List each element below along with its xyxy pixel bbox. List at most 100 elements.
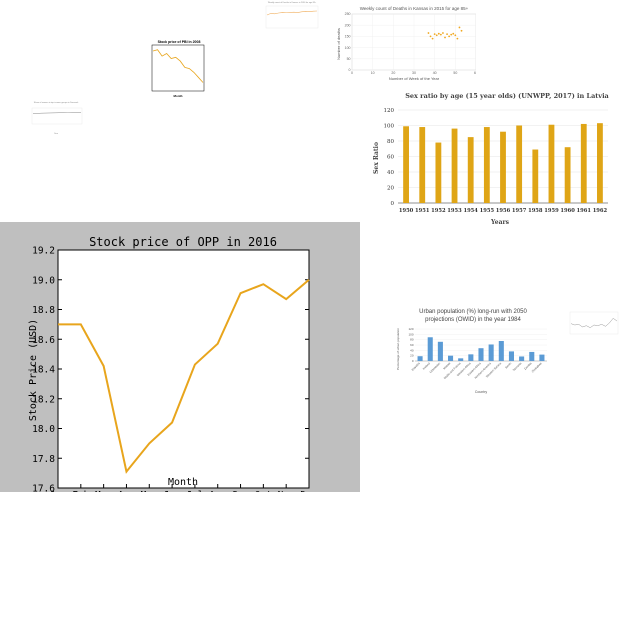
y-tick-label: 0 (349, 68, 351, 72)
bar (448, 355, 454, 361)
x-tick-label: Jun (164, 490, 181, 492)
y-axis-label: Number of deaths (336, 28, 341, 60)
chart-title-line-1: Urban population (%) long-run with 2050 (419, 309, 527, 315)
x-tick-label: Benin (504, 361, 512, 369)
x-tick-label: 50 (453, 71, 457, 75)
x-tick-label: Zambia (523, 361, 533, 371)
y-axis-label: Percentage of urban population (396, 328, 400, 370)
x-tick-label: 1957 (512, 208, 527, 214)
bar (458, 358, 464, 361)
chart-title: Weekly count of Deaths in Kansas in 2015… (360, 6, 469, 11)
scatter-point (444, 36, 446, 39)
bar (564, 147, 571, 203)
pbi-price-line (152, 49, 204, 83)
x-tick-label: Apr (118, 490, 135, 492)
y-tick-label: 18.4 (32, 365, 55, 376)
women-income-thumbnail-chart: Share of women in top income groups in D… (31, 101, 83, 135)
x-tick-label: Nov (278, 490, 295, 492)
y-tick-label: 100 (384, 124, 395, 130)
x-axis-label: Years (490, 219, 510, 226)
y-tick-label: 18.8 (32, 305, 55, 316)
x-tick-label: 1959 (544, 208, 559, 214)
bar (532, 149, 539, 203)
x-tick-label: 1961 (577, 208, 592, 214)
scatter-point (437, 32, 440, 35)
bar (419, 127, 426, 203)
x-tick-label: Feb (72, 490, 89, 492)
bar (437, 341, 443, 361)
y-tick-label: 0 (412, 359, 414, 363)
x-tick-label: Zimbabwe (531, 361, 543, 373)
chart-title-line-2: projections (OWID) in the year 1984 (425, 317, 521, 323)
bar (483, 127, 490, 203)
chart-title: Stock price of PBI in 2008 (158, 40, 201, 44)
bar (451, 128, 458, 203)
y-tick-label: 40 (387, 170, 394, 176)
bar (597, 123, 603, 203)
bar (519, 356, 525, 361)
chart-title: Weekly count of Deaths in Kansas in 2016… (268, 1, 317, 4)
x-tick-label: 1952 (431, 208, 446, 214)
y-tick-label: 150 (345, 35, 351, 39)
bar (548, 124, 555, 203)
x-tick-label: 1950 (399, 208, 414, 214)
x-tick-label: 10 (371, 71, 375, 75)
bar (539, 354, 545, 361)
x-tick-label: 0 (351, 71, 353, 75)
women-share-line (32, 112, 82, 114)
scatter-point (460, 29, 463, 32)
y-tick-label: 80 (410, 338, 414, 342)
bar (516, 125, 523, 203)
chart-title: Share of women in top income groups in D… (34, 101, 78, 104)
y-tick-label: 40 (410, 348, 414, 352)
x-tick-label: Mar (95, 490, 112, 492)
x-tick-label: Malawi (442, 361, 451, 370)
x-tick-label: 40 (433, 71, 437, 75)
opp-price-line (58, 278, 310, 474)
x-axis-label: Year (54, 133, 58, 135)
bar (488, 344, 494, 361)
y-axis-label: Stock Price (USD) (28, 319, 39, 421)
scatter-point (446, 33, 448, 36)
y-tick-label: 17.6 (32, 484, 55, 493)
right-thumbnail-chart (569, 311, 619, 335)
x-tick-label: Jan (49, 490, 66, 492)
scatter-point (442, 32, 444, 34)
chart-title: Sex ratio by age (15 year olds) (UNWPP, … (405, 92, 609, 100)
x-tick-label: Tanzania (512, 361, 523, 372)
bar (580, 123, 587, 203)
x-tick-label: 1951 (415, 208, 430, 214)
x-tick-label: Dec (300, 490, 317, 492)
thumbnail-line (570, 317, 618, 328)
y-tick-label: 18.0 (32, 424, 55, 435)
bar (467, 137, 474, 203)
bar (500, 131, 506, 203)
y-axis-label: Sex Ratio (373, 142, 380, 174)
x-axis-label: Number of Week of the Year (389, 76, 440, 81)
y-tick-label: 120 (384, 108, 395, 114)
scatter-point (456, 37, 459, 40)
x-axis-label: Month (168, 477, 198, 488)
kansas-deaths-scatter-chart: Weekly count of Deaths in Kansas in 2015… (336, 6, 476, 81)
x-tick-label: Oct (255, 490, 272, 492)
x-tick-label: May (141, 490, 158, 492)
x-tick-label: Uzbekistan (428, 361, 441, 374)
x-tick-label: 1956 (496, 208, 511, 214)
bar (403, 126, 409, 203)
x-axis-label: Country (475, 390, 488, 394)
plot-area (31, 107, 83, 125)
x-tick-label: 1954 (463, 208, 478, 214)
opp-stock-chart: Stock price of OPP in 2016 Month Stock P… (0, 222, 360, 492)
chart-title: Stock price of OPP in 2016 (89, 235, 277, 249)
y-tick-label: 50 (347, 57, 351, 61)
scatter-point (433, 33, 436, 36)
pbi-stock-thumbnail-chart: Stock price of PBI in 2008 Month (151, 40, 205, 98)
x-axis-label: Month (174, 94, 183, 98)
x-tick-label: Iceland (422, 361, 432, 371)
y-tick-label: 80 (387, 139, 394, 145)
scatter-point (452, 32, 455, 35)
x-tick-label: 1953 (447, 208, 462, 214)
plot-area (151, 44, 205, 92)
plot-area (265, 5, 319, 29)
x-tick-label: 60 (474, 71, 476, 75)
